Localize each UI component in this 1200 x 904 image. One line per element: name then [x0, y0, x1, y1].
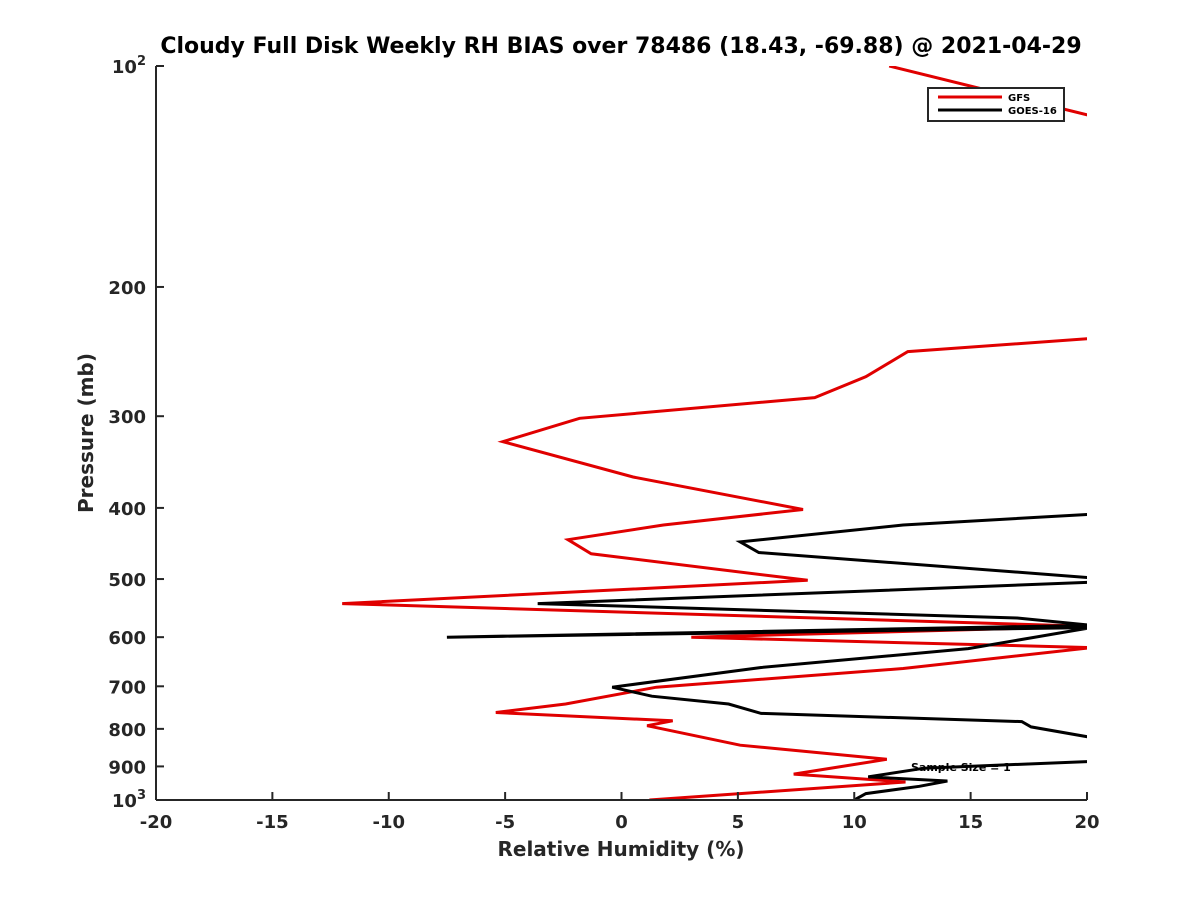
y-tick-label: 103 — [112, 788, 146, 812]
y-axis-label: Pressure (mb) — [74, 353, 98, 513]
y-tick-label: 500 — [108, 570, 146, 591]
x-tick-label: -20 — [140, 812, 173, 833]
axes-layer: -20 -15 -10 -5 0 5 10 15 20 102 200 300 400 500 600 700… — [108, 54, 1099, 833]
chart-title: Cloudy Full Disk Weekly RH BIAS over 784… — [160, 34, 1081, 59]
series-line-gfs — [342, 66, 1087, 800]
x-tick-label: 20 — [1074, 812, 1099, 833]
x-tick-label: 10 — [842, 812, 867, 833]
x-tick-label: 0 — [615, 812, 628, 833]
y-tick-label: 900 — [108, 757, 146, 778]
y-tick-label: 700 — [108, 677, 146, 698]
x-tick-label: 15 — [958, 812, 983, 833]
x-tick-label: -10 — [372, 812, 405, 833]
sample-size-note: Sample Size = 1 — [911, 761, 1011, 774]
x-tick-label: -15 — [256, 812, 289, 833]
series-line-goes-16 — [446, 512, 1087, 800]
y-tick-label: 300 — [108, 407, 146, 428]
x-tick-label: 5 — [732, 812, 745, 833]
y-tick-label: 400 — [108, 499, 146, 520]
y-tick-label: 800 — [108, 720, 146, 741]
legend: GFS GOES-16 — [927, 87, 1065, 122]
legend-box — [927, 87, 1065, 122]
x-axis-label: Relative Humidity (%) — [497, 837, 744, 861]
series-layer — [342, 66, 1087, 800]
x-tick-label: -5 — [495, 812, 515, 833]
legend-entry: GOES-16 — [1008, 106, 1057, 117]
y-tick-label: 102 — [112, 54, 146, 78]
y-tick-label: 200 — [108, 278, 146, 299]
y-tick-label: 600 — [108, 628, 146, 649]
legend-entry: GFS — [1008, 93, 1030, 104]
